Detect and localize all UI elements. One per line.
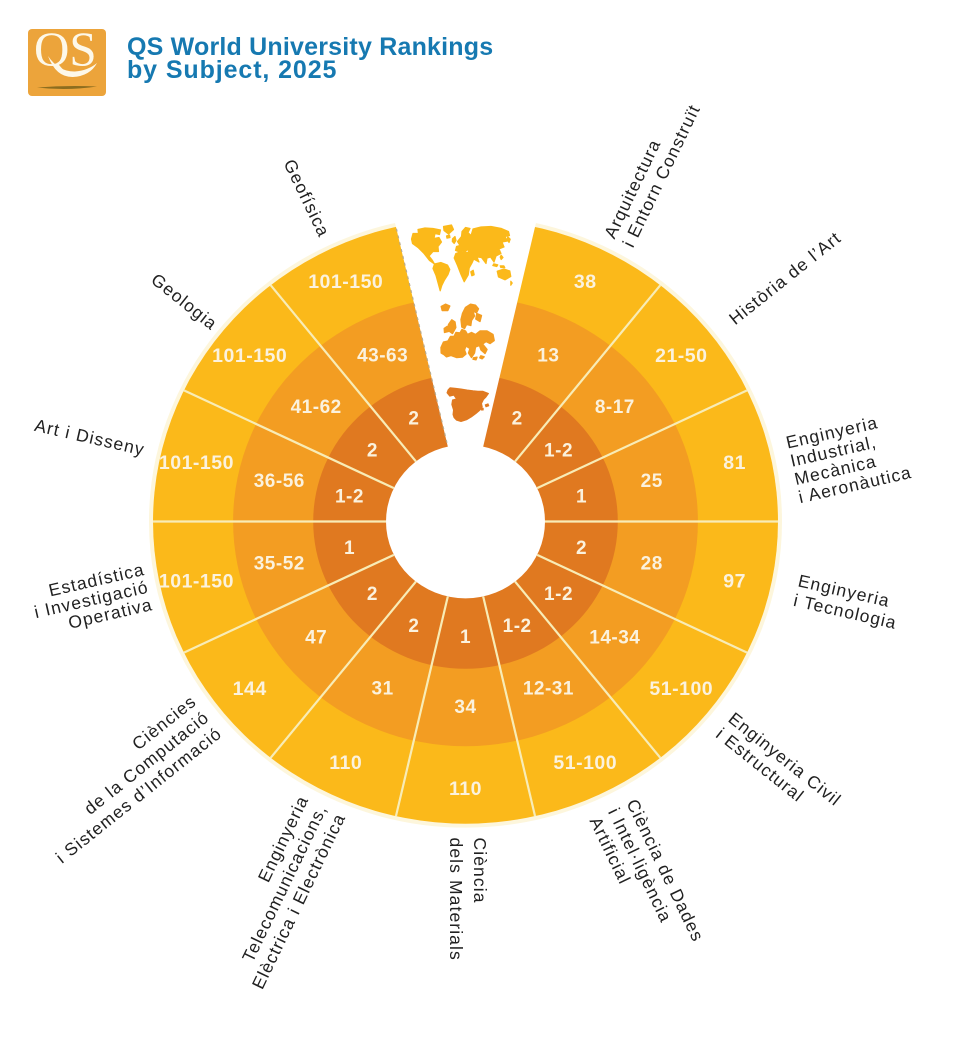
svg-text:12-31: 12-31 <box>523 679 574 700</box>
svg-text:38: 38 <box>574 271 597 293</box>
svg-text:51-100: 51-100 <box>649 678 713 700</box>
svg-text:97: 97 <box>723 571 746 593</box>
svg-text:QS World University Rankings: QS World University Rankings <box>127 33 493 61</box>
svg-text:QS: QS <box>34 22 97 77</box>
svg-text:110: 110 <box>329 752 362 774</box>
svg-text:110: 110 <box>449 778 482 800</box>
svg-text:28: 28 <box>641 553 663 574</box>
svg-text:2: 2 <box>512 408 523 429</box>
svg-text:144: 144 <box>233 678 267 700</box>
svg-text:2: 2 <box>408 408 419 429</box>
svg-text:35-52: 35-52 <box>254 553 305 574</box>
svg-text:13: 13 <box>537 346 559 367</box>
svg-text:14-34: 14-34 <box>589 627 640 648</box>
svg-text:25: 25 <box>641 471 663 492</box>
svg-text:36-56: 36-56 <box>254 471 305 492</box>
svg-text:31: 31 <box>372 679 394 700</box>
svg-text:1: 1 <box>576 487 587 508</box>
svg-text:1-2: 1-2 <box>503 616 532 637</box>
svg-text:1: 1 <box>460 627 471 648</box>
svg-text:8-17: 8-17 <box>595 397 635 418</box>
svg-text:1-2: 1-2 <box>335 487 364 508</box>
svg-text:Ciènciadels Materials: Ciènciadels Materials <box>446 838 490 961</box>
svg-text:2: 2 <box>367 584 378 605</box>
svg-text:by Subject, 2025: by Subject, 2025 <box>127 56 337 84</box>
svg-text:1-2: 1-2 <box>544 584 573 605</box>
svg-text:101-150: 101-150 <box>308 271 383 293</box>
svg-text:101-150: 101-150 <box>159 452 234 474</box>
svg-text:1-2: 1-2 <box>544 440 573 461</box>
svg-text:1: 1 <box>344 538 355 559</box>
svg-text:Estadísticai InvestigacióOpera: Estadísticai InvestigacióOperativa <box>28 559 154 640</box>
svg-text:43-63: 43-63 <box>357 346 408 367</box>
svg-text:47: 47 <box>305 627 327 648</box>
svg-text:2: 2 <box>367 440 378 461</box>
svg-text:101-150: 101-150 <box>212 345 287 367</box>
svg-text:51-100: 51-100 <box>553 752 617 774</box>
svg-text:34: 34 <box>454 697 476 718</box>
svg-text:2: 2 <box>576 538 587 559</box>
svg-text:41-62: 41-62 <box>291 397 342 418</box>
svg-text:21-50: 21-50 <box>655 345 707 367</box>
svg-text:EnginyeriaIndustrial,Mecànicai: EnginyeriaIndustrial,Mecànicai Aeronàuti… <box>784 407 914 507</box>
svg-text:81: 81 <box>723 452 746 474</box>
svg-text:2: 2 <box>408 616 419 637</box>
svg-text:101-150: 101-150 <box>159 571 234 593</box>
